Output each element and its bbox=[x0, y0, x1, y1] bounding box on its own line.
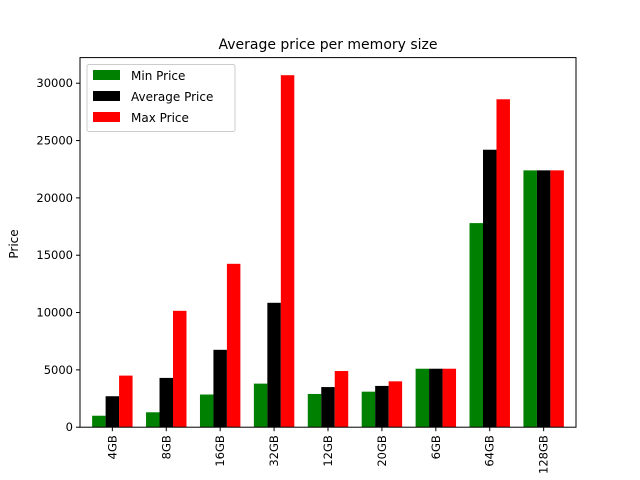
y-tick-label: 10000 bbox=[36, 306, 73, 320]
y-tick-label: 15000 bbox=[36, 248, 73, 262]
x-tick-label: 6GB bbox=[429, 435, 443, 459]
bar-min-price-8gb bbox=[146, 412, 160, 428]
bar-average-price-32gb bbox=[267, 302, 281, 428]
bar-max-price-16gb bbox=[226, 263, 241, 428]
x-tick-label: 16GB bbox=[213, 435, 227, 467]
bar-average-price-128gb bbox=[536, 170, 551, 428]
bars-group bbox=[92, 75, 564, 428]
bar-average-price-6gb bbox=[429, 368, 443, 428]
bar-min-price-12gb bbox=[307, 393, 322, 428]
bar-max-price-32gb bbox=[280, 75, 295, 428]
bar-max-price-128gb bbox=[550, 170, 564, 428]
y-axis-label: Price bbox=[7, 229, 21, 258]
bar-average-price-20gb bbox=[375, 385, 389, 428]
bar-max-price-8gb bbox=[173, 310, 187, 428]
y-tick-label: 0 bbox=[66, 420, 73, 434]
bar-max-price-4gb bbox=[119, 375, 133, 428]
bar-min-price-4gb bbox=[92, 415, 106, 428]
legend-label-max-price: Max Price bbox=[131, 111, 189, 125]
x-tick-label: 12GB bbox=[321, 435, 335, 467]
bar-min-price-16gb bbox=[199, 394, 214, 428]
legend-box bbox=[86, 64, 236, 132]
legend-swatch-max-price bbox=[93, 112, 120, 122]
bar-average-price-16gb bbox=[213, 349, 227, 428]
bar-max-price-6gb bbox=[442, 368, 457, 428]
legend-label-min-price: Min Price bbox=[131, 69, 185, 83]
y-axis-ticks: 0 5000 10000 15000 20000 25000 30000 bbox=[36, 76, 80, 434]
x-tick-label: 128GB bbox=[537, 435, 551, 474]
bar-average-price-4gb bbox=[105, 396, 120, 428]
bar-min-price-20gb bbox=[361, 391, 376, 428]
y-tick-label: 25000 bbox=[36, 134, 73, 148]
bar-min-price-6gb bbox=[415, 368, 430, 428]
legend-label-average-price: Average Price bbox=[131, 90, 213, 104]
y-tick-label: 30000 bbox=[36, 76, 73, 90]
y-tick-label: 5000 bbox=[44, 363, 73, 377]
x-tick-label: 4GB bbox=[105, 435, 119, 459]
x-tick-label: 64GB bbox=[483, 435, 497, 467]
legend-swatch-min-price bbox=[93, 70, 120, 80]
legend-swatch-average-price bbox=[93, 91, 120, 101]
bar-min-price-128gb bbox=[523, 170, 537, 428]
bar-average-price-64gb bbox=[483, 149, 497, 428]
bar-max-price-64gb bbox=[496, 99, 510, 428]
bar-average-price-8gb bbox=[159, 377, 173, 428]
bar-min-price-32gb bbox=[253, 383, 268, 428]
x-tick-label: 20GB bbox=[375, 435, 389, 467]
bar-min-price-64gb bbox=[469, 223, 483, 428]
legend: Min Price Average Price Max Price bbox=[86, 64, 236, 132]
x-tick-label: 32GB bbox=[267, 435, 281, 467]
x-axis-ticks: 4GB 8GB 16GB 32GB 12GB 20GB 6GB 64GB 128GB bbox=[105, 427, 551, 474]
chart-title: Average price per memory size bbox=[218, 37, 437, 53]
bar-average-price-12gb bbox=[321, 387, 335, 428]
y-tick-label: 20000 bbox=[36, 191, 73, 205]
bar-max-price-12gb bbox=[334, 371, 349, 428]
bar-max-price-20gb bbox=[388, 381, 403, 428]
x-tick-label: 8GB bbox=[159, 435, 173, 459]
plot-frame bbox=[79, 57, 577, 428]
